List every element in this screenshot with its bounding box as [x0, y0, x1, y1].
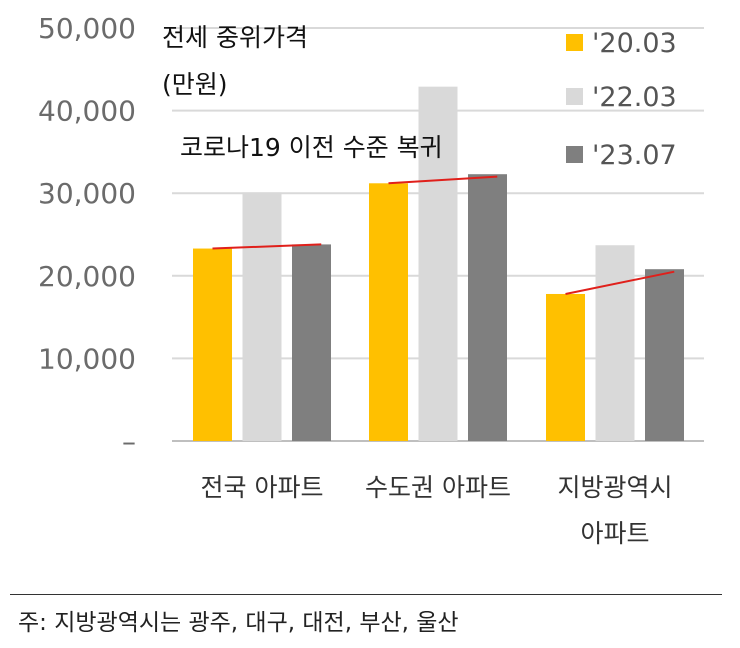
legend: '20.03 '22.03 '23.07	[566, 28, 677, 171]
bars	[193, 86, 684, 442]
y-tick-label: 30,000	[38, 177, 136, 210]
legend-label: '23.07	[592, 140, 677, 171]
bar	[193, 248, 232, 441]
y-tick-label: 10,000	[38, 342, 136, 375]
y-tick-label: 50,000	[38, 12, 136, 45]
category-label: 전국 아파트	[201, 473, 324, 502]
legend-swatch	[566, 88, 583, 105]
footnote: 주: 지방광역시는 광주, 대구, 대전, 부산, 울산	[18, 610, 459, 636]
unit-label: (만원)	[162, 70, 228, 99]
legend-swatch	[566, 146, 583, 163]
category-label: 수도권 아파트	[365, 473, 511, 502]
bar	[645, 269, 684, 441]
bar	[369, 183, 408, 441]
trend-lines	[212, 175, 675, 295]
bar	[595, 245, 635, 441]
trend-line	[565, 270, 675, 295]
bar	[292, 244, 331, 441]
bar	[468, 174, 507, 441]
annotation-text: 코로나19 이전 수준 복귀	[180, 133, 443, 162]
legend-label: '22.03	[592, 82, 677, 113]
y-tick-label: –	[122, 425, 136, 458]
category-label: 아파트	[580, 519, 649, 548]
bar	[418, 86, 458, 442]
note-divider	[10, 594, 722, 595]
bar	[242, 192, 282, 441]
bar	[546, 293, 585, 441]
y-tick-label: 40,000	[38, 95, 136, 128]
chart-title: 전세 중위가격	[162, 23, 308, 52]
legend-swatch	[566, 34, 583, 51]
category-label: 지방광역시	[557, 473, 672, 502]
bar-chart: – 10,000 20,000 30,000 40,000 50,000 전국 아파트 수도…	[38, 12, 704, 548]
y-axis-tick-labels: – 10,000 20,000 30,000 40,000 50,000	[38, 12, 136, 458]
trend-line	[212, 243, 322, 250]
y-tick-label: 20,000	[38, 260, 136, 293]
legend-label: '20.03	[592, 28, 677, 59]
trend-line	[388, 175, 498, 185]
